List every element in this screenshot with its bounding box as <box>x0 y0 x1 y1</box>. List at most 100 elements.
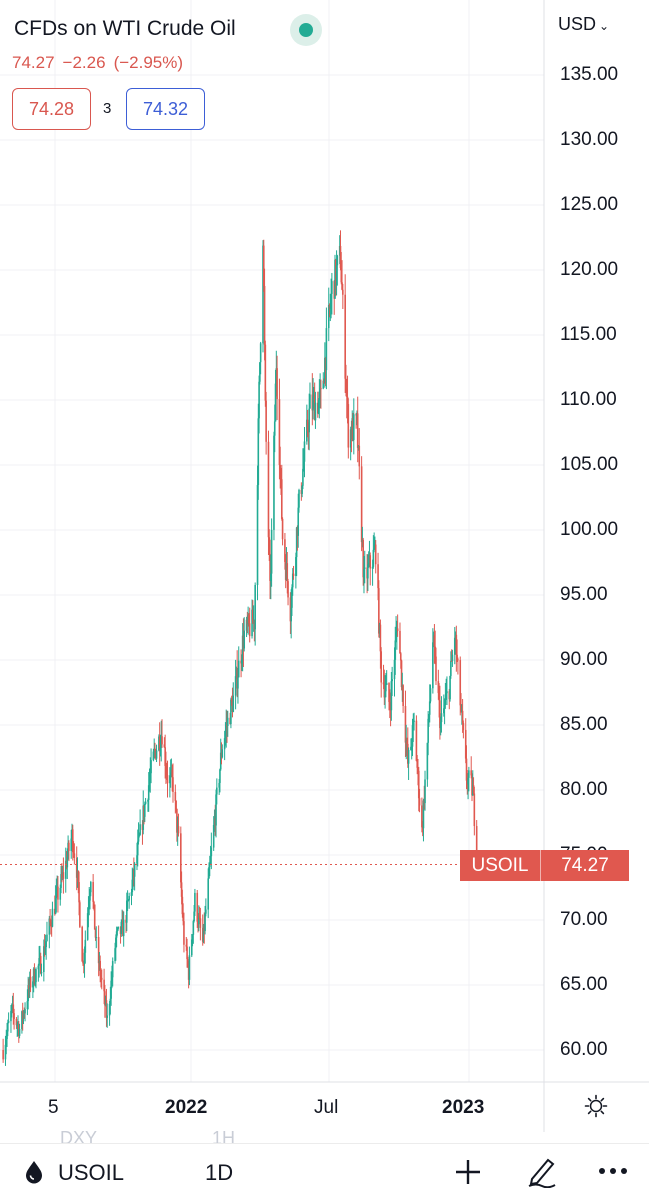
market-status-icon <box>290 14 322 46</box>
candle-body <box>241 659 243 664</box>
last-price-label: USOIL 74.27 <box>460 850 629 881</box>
candle-body <box>317 400 320 414</box>
candle-body <box>165 765 167 771</box>
candle-body <box>226 717 229 726</box>
oil-drop-icon[interactable] <box>22 1159 46 1185</box>
candle-body <box>433 635 436 647</box>
candle-body <box>205 909 207 914</box>
candle-body <box>295 557 297 576</box>
candle-body <box>218 782 220 788</box>
candle-body <box>105 1000 108 1018</box>
candle-body <box>122 919 125 937</box>
currency-selector[interactable]: USD ⌄ <box>558 14 609 35</box>
candle-body <box>100 975 102 978</box>
candle-body <box>16 1025 19 1027</box>
candle-body <box>38 958 40 966</box>
candle-body <box>10 1010 12 1022</box>
candle-body <box>391 679 393 682</box>
candle-body <box>325 328 328 371</box>
candle-body <box>117 926 119 929</box>
candle-body <box>50 922 52 927</box>
candle-body <box>455 634 458 655</box>
plus-icon[interactable] <box>454 1158 482 1186</box>
candle-body <box>133 863 136 877</box>
candle-body <box>182 914 184 922</box>
candle-body <box>87 907 90 914</box>
candle-body <box>18 1029 21 1036</box>
y-tick-label: 85.00 <box>560 714 608 735</box>
candle-body <box>10 1004 13 1011</box>
candle-body <box>248 623 251 637</box>
candle-body <box>428 714 430 719</box>
symbol-search-button[interactable]: USOIL <box>58 1160 125 1185</box>
candle-body <box>72 852 75 854</box>
candle-body <box>406 740 408 744</box>
candle-body <box>382 682 385 685</box>
candle-body <box>130 892 133 897</box>
candle-body <box>371 566 374 569</box>
candle-body <box>462 722 465 730</box>
candle-body <box>459 660 462 706</box>
candle-body <box>443 708 445 714</box>
candle-body <box>404 705 407 743</box>
candle-body <box>33 968 36 984</box>
candle-body <box>263 285 266 345</box>
candle-body <box>15 1018 18 1026</box>
candle-body <box>194 892 196 912</box>
y-tick-label: 125.00 <box>560 194 619 215</box>
settings-gear-icon[interactable] <box>584 1094 608 1118</box>
sell-button[interactable]: 74.28 <box>12 88 91 130</box>
candle-body <box>372 549 375 567</box>
candle-body <box>237 677 239 689</box>
candle-body <box>367 564 369 579</box>
candle-body <box>137 835 140 842</box>
last-price: 74.27 <box>12 53 55 72</box>
candle-body <box>147 785 150 800</box>
candle-body <box>73 853 76 858</box>
candle-body <box>5 1039 8 1045</box>
candle-body <box>192 921 195 935</box>
candle-body <box>344 294 346 379</box>
candle-body <box>457 659 459 661</box>
candle-body <box>290 607 292 622</box>
bottom-toolbar <box>0 1143 649 1201</box>
candle-body <box>298 489 300 508</box>
candle-body <box>270 573 272 581</box>
candle-body <box>439 700 441 729</box>
candle-body <box>126 900 128 923</box>
candle-body <box>204 913 206 932</box>
buy-button[interactable]: 74.32 <box>126 88 205 130</box>
candle-body <box>428 701 431 715</box>
candle-body <box>57 886 59 900</box>
candle-body <box>77 870 80 883</box>
candle-body <box>434 646 437 657</box>
candle-body <box>68 842 70 851</box>
y-tick-label: 110.00 <box>560 389 617 410</box>
candle-body <box>138 834 141 836</box>
quote-line: 74.27 −2.26 (−2.95%) <box>12 53 191 73</box>
candle-body <box>410 746 412 750</box>
timeframe-button[interactable]: 1D <box>205 1160 234 1185</box>
candle-body <box>185 944 188 947</box>
instrument-title[interactable]: CFDs on WTI Crude Oil <box>14 17 236 40</box>
more-dots-icon[interactable] <box>598 1164 628 1178</box>
candle-body <box>308 408 310 433</box>
candle-body <box>216 787 218 795</box>
candle-body <box>127 900 130 902</box>
candle-body <box>384 691 386 698</box>
candle-body <box>360 466 363 543</box>
y-tick-label: 90.00 <box>560 649 608 670</box>
candle-body <box>48 918 51 935</box>
candle-body <box>199 918 202 928</box>
candle-body <box>257 418 260 485</box>
candle-body <box>161 736 163 745</box>
candle-body <box>109 998 112 1004</box>
draw-pen-icon[interactable] <box>526 1154 558 1189</box>
price-chart[interactable] <box>0 0 649 1143</box>
candle-body <box>280 479 283 519</box>
candle-body <box>158 736 161 752</box>
candle-body <box>208 866 210 879</box>
candle-body <box>92 882 94 902</box>
candle-body <box>180 833 182 883</box>
candle-body <box>439 722 442 729</box>
